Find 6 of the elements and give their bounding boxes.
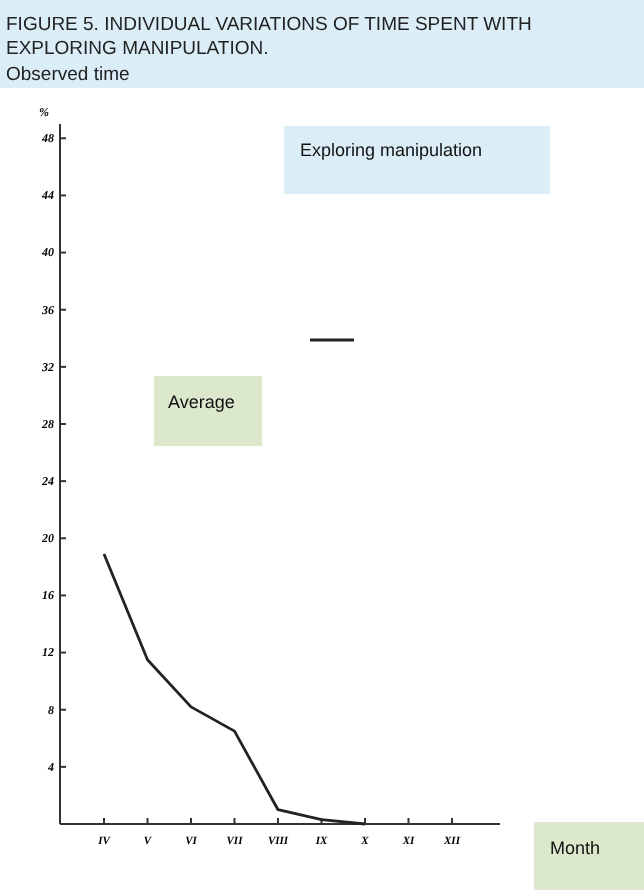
x-axis-title: Month [550,838,601,858]
legend: Average [168,338,354,412]
line-series [102,552,367,826]
chart-title: FIGURE 5. INDIVIDUAL VARIATIONS OF TIME SPENT WITH EXPLORING MANIPULATION. [6,14,533,60]
annotation: Exploring manipulation [300,140,483,160]
chart-subtitle: Observed time [6,64,130,86]
